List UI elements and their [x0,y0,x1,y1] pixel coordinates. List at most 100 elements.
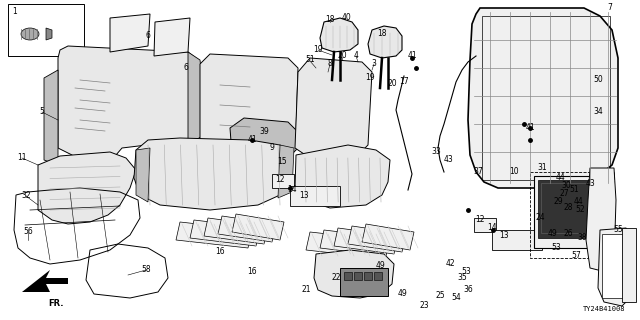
Text: 19: 19 [313,45,323,54]
Text: 26: 26 [563,229,573,238]
Text: 10: 10 [509,167,519,177]
Polygon shape [38,152,136,224]
Text: 25: 25 [435,292,445,300]
Text: 13: 13 [299,191,309,201]
Text: 34: 34 [593,108,603,116]
Polygon shape [230,118,298,162]
Bar [482,16,610,180]
Text: 49: 49 [397,290,407,299]
Polygon shape [190,220,260,246]
Bar [354,272,362,280]
Text: 56: 56 [23,228,33,236]
Text: 6: 6 [184,63,188,73]
Text: 20: 20 [387,79,397,89]
Text: 23: 23 [419,301,429,310]
Text: 1: 1 [13,7,17,17]
Bar [534,176,606,248]
Polygon shape [188,52,208,140]
Polygon shape [278,145,294,198]
Polygon shape [468,8,618,188]
Text: 51: 51 [569,186,579,195]
Text: 14: 14 [287,186,297,195]
Text: 19: 19 [365,74,375,83]
Polygon shape [320,18,358,52]
Polygon shape [320,230,390,256]
Text: 22: 22 [332,274,340,283]
Text: 52: 52 [575,205,585,214]
Text: 44: 44 [555,173,565,182]
Text: 18: 18 [325,15,335,25]
Text: 12: 12 [476,215,484,225]
Polygon shape [295,145,390,208]
Polygon shape [134,138,292,210]
Text: 36: 36 [463,285,473,294]
Bar [602,234,628,298]
Text: FR.: FR. [48,299,64,308]
Text: 21: 21 [301,285,311,294]
Text: 53: 53 [461,268,471,276]
Text: 17: 17 [399,77,409,86]
Text: 51: 51 [305,55,315,65]
Bar [374,272,382,280]
Text: 13: 13 [499,231,509,241]
Text: 30: 30 [561,181,571,190]
Text: 57: 57 [571,252,581,260]
Polygon shape [204,218,268,244]
Text: 49: 49 [375,261,385,270]
Text: 20: 20 [337,52,347,60]
Text: 8: 8 [328,60,332,68]
Bar [344,272,352,280]
Text: 44: 44 [573,197,583,206]
Polygon shape [136,148,150,202]
Text: 27: 27 [559,189,569,198]
Text: 37: 37 [473,167,483,177]
Text: 41: 41 [407,52,417,60]
Polygon shape [200,54,298,152]
Text: 15: 15 [277,157,287,166]
Text: 29: 29 [553,197,563,206]
Polygon shape [586,168,616,272]
Text: 9: 9 [269,143,275,153]
Text: 3: 3 [372,60,376,68]
Polygon shape [46,28,52,40]
Text: 16: 16 [215,247,225,257]
Polygon shape [218,216,276,242]
Bar [364,272,372,280]
Polygon shape [306,232,382,258]
Text: 39: 39 [259,127,269,137]
Text: 40: 40 [341,13,351,22]
Polygon shape [22,270,68,292]
Bar [622,228,636,302]
Text: 33: 33 [431,148,441,156]
Text: 5: 5 [40,108,44,116]
Text: 53: 53 [551,244,561,252]
Polygon shape [58,46,198,168]
Text: 35: 35 [457,274,467,283]
Text: 4: 4 [353,52,358,60]
Polygon shape [154,18,190,56]
Text: 49: 49 [547,229,557,238]
Polygon shape [368,26,402,58]
Text: 55: 55 [613,226,623,235]
Text: 7: 7 [607,4,612,12]
Bar [492,230,542,250]
Polygon shape [110,14,150,52]
Polygon shape [44,70,58,165]
Bar [340,268,388,296]
Bar [474,218,496,232]
Ellipse shape [21,28,39,40]
Text: 41: 41 [247,135,257,145]
Text: 43: 43 [443,156,453,164]
Text: 50: 50 [593,76,603,84]
Text: 41: 41 [525,124,535,132]
Polygon shape [232,214,284,240]
Text: 54: 54 [451,293,461,302]
Text: 14: 14 [487,223,497,233]
Polygon shape [348,226,406,252]
Text: TY24B41008: TY24B41008 [582,306,625,312]
Bar [538,180,600,238]
Text: 42: 42 [445,260,455,268]
Text: 11: 11 [17,154,27,163]
Polygon shape [176,222,252,248]
Bar [272,174,294,188]
